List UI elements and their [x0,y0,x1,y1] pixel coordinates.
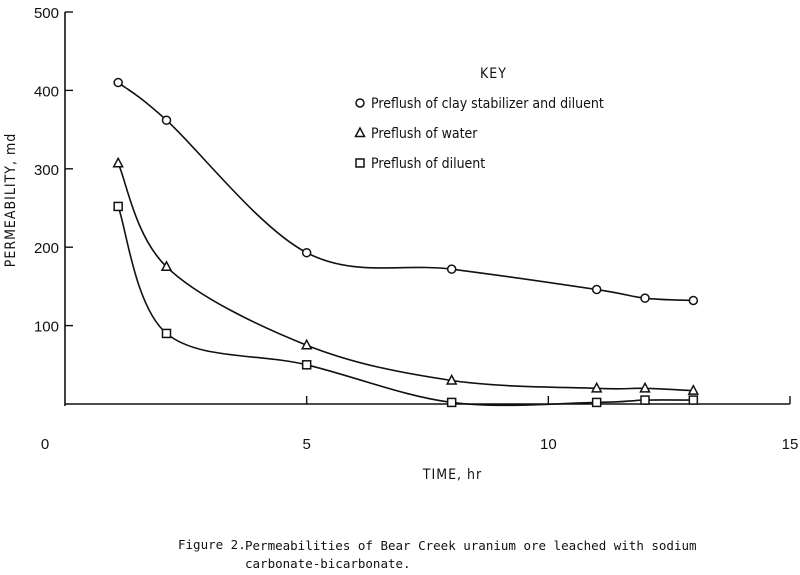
figure-caption-label: Figure 2. [178,537,246,552]
data-point-triangle [300,338,313,350]
legend-label-circle: Preflush of clay stabilizer and diluent [371,96,604,112]
figure-caption: Permeabilities of Bear Creek uranium ore… [245,538,697,571]
y-tick-label: 400 [34,83,59,100]
data-point-circle [591,284,602,295]
x-tick-label: 0 [41,436,49,453]
series-square [113,201,699,408]
x-tick-label: 5 [302,436,310,453]
series-line-triangle [117,162,694,392]
y-tick-label: 500 [34,5,59,22]
data-point-triangle [639,381,651,393]
data-point-square [446,397,457,408]
y-tick-label: 300 [34,162,59,179]
data-point-circle [301,247,312,258]
data-point-square [113,201,123,212]
y-axis-title: PERMEABILITY, md [3,133,19,267]
legend-marker-square [355,158,365,168]
data-point-triangle [112,156,124,168]
data-point-circle [640,293,650,303]
data-point-circle [446,264,457,274]
legend-title: KEY [480,66,507,82]
data-point-circle [688,295,699,306]
data-point-square [591,397,602,408]
legend-label-square: Preflush of diluent [371,156,485,172]
axes: TIME, hr PERMEABILITY, md [3,12,790,483]
x-tick-label: 15 [782,436,799,453]
y-tick-label: 200 [34,240,59,257]
data-point-circle [113,77,123,88]
data-point-triangle [590,381,603,393]
data-point-circle [161,115,172,125]
legend-marker-circle [355,98,365,108]
x-axis-title: TIME, hr [422,467,482,483]
data-point-triangle [687,384,700,395]
data-point-square [640,395,650,405]
x-tick-label: 10 [540,436,557,453]
data-point-square [161,328,172,339]
series-triangle [112,156,700,395]
data-point-triangle [160,260,173,272]
tick-marks: 0 5 10 15 100 200 300 400 500 [34,5,798,453]
y-tick-label: 100 [34,319,59,336]
data-point-square [301,360,312,370]
legend-label-triangle: Preflush of water [371,126,478,142]
data-point-triangle [445,373,458,385]
series-line-circle [117,81,694,302]
series-layer [112,77,700,408]
series-line-square [117,206,694,407]
legend: KEY Preflush of clay stabilizer and dilue… [354,66,604,172]
data-point-square [688,395,699,405]
series-circle [113,77,699,306]
legend-marker-triangle [354,126,366,138]
